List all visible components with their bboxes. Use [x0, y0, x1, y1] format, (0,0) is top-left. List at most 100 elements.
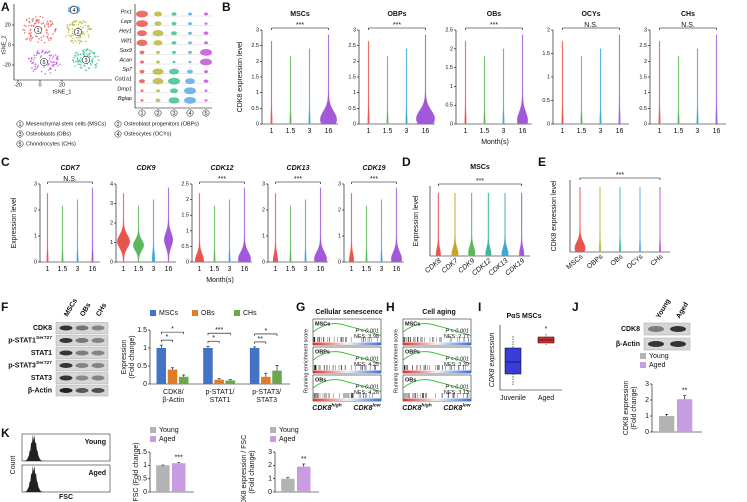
violin [156, 89, 160, 93]
cell-point [81, 61, 83, 64]
cell-point [37, 21, 40, 24]
blot-label: p-STAT3Ser727 [8, 360, 52, 369]
cell-point [71, 21, 74, 24]
cell-point [35, 16, 37, 18]
legend-swatch [640, 353, 646, 359]
y-tick-label: 1 [645, 413, 649, 420]
cell-point [72, 34, 75, 36]
cell-point [79, 66, 82, 69]
cell-point [52, 55, 55, 57]
y-tick-label: 0 [353, 121, 356, 127]
gene-label: Prx1 [121, 9, 132, 15]
rank-gradient [313, 342, 381, 345]
cell-point [30, 38, 33, 40]
gene-label: Col1a1 [115, 77, 132, 83]
cell-point [69, 40, 72, 43]
rank-gradient [403, 342, 471, 345]
cluster-marker [170, 109, 178, 117]
nes-value: NES: 2.77 [444, 334, 469, 340]
y-tick-label: 2.5 [181, 181, 189, 187]
band [91, 363, 105, 368]
violin [139, 79, 145, 84]
band [75, 388, 89, 393]
violin [618, 34, 621, 125]
blot-label: CDK8 [33, 325, 52, 332]
x-label-high-main: CDK8 [312, 405, 331, 412]
x-label-low: CDK8low [353, 403, 381, 412]
y-axis-title: CDK8 expression [623, 381, 630, 436]
cell-point [40, 39, 43, 41]
violin [464, 41, 467, 125]
x-tick-label: 16 [325, 128, 333, 135]
cell-point [73, 21, 76, 23]
enrichment-curve [312, 323, 382, 337]
cell-point [78, 59, 80, 61]
x-tick-label: 3 [304, 266, 308, 273]
cell-point [80, 59, 82, 61]
violin [169, 68, 179, 75]
cell-point [69, 24, 71, 27]
cell-point [91, 51, 94, 54]
cell-point [87, 54, 89, 57]
violin [658, 41, 661, 125]
x-label-high-sup: high [331, 403, 341, 409]
cell-point [48, 58, 51, 60]
y-tick-label: 0 [547, 121, 550, 127]
cell-point [76, 58, 79, 61]
cell-point [67, 31, 69, 33]
x-tick-label: 16 [713, 128, 721, 135]
x-tick-label: CDK8 [424, 258, 443, 275]
cell-point [93, 52, 95, 55]
legend-swatch [150, 436, 156, 442]
violin [153, 40, 163, 46]
cell-point [47, 64, 49, 66]
violin [140, 99, 144, 102]
plot-title: OCYs [581, 11, 600, 18]
violin [133, 205, 144, 263]
cell-point [47, 22, 50, 24]
cell-point [43, 66, 46, 68]
cell-point [84, 69, 87, 72]
violin [140, 60, 144, 64]
cell-point [76, 60, 79, 62]
gene-label: Lepr [121, 19, 133, 25]
violin [386, 56, 389, 125]
cluster-marker [202, 109, 210, 117]
violin [152, 68, 164, 75]
y-tick-label: 0 [143, 489, 147, 496]
nes-value: NES: 3.98 [354, 334, 379, 340]
blot [55, 372, 109, 384]
cell-point [32, 20, 34, 23]
cell-point [68, 29, 70, 32]
plot-title: OBs [487, 11, 502, 18]
y-tick-label: 1 [34, 233, 37, 239]
band [670, 341, 686, 347]
cell-point [44, 52, 47, 54]
y-tick-label: 1 [644, 90, 647, 96]
x-tick-label: OBs [610, 253, 625, 267]
x-tick-label: 1.5 [58, 266, 68, 273]
violin [228, 199, 231, 263]
cluster-id: 3 [84, 58, 87, 64]
cell-point [86, 53, 88, 55]
sig-label: ** [301, 456, 307, 463]
cell-point [97, 59, 100, 61]
panel-label: B [222, 0, 231, 14]
band [59, 363, 73, 368]
cell-point [52, 33, 54, 35]
cluster-marker [138, 109, 146, 117]
cell-point [90, 64, 92, 66]
legend-swatch [270, 427, 276, 433]
blot [55, 347, 109, 359]
legend-label: Mesenchymal stem cells (MSCs) [26, 121, 106, 127]
y-tick-label: 0.5 [251, 106, 259, 112]
plot-title: MSCs [290, 11, 310, 18]
cell-point [47, 33, 49, 35]
cell-point [86, 30, 88, 33]
cell-point [57, 64, 59, 67]
x-label-low-sup: low [462, 403, 471, 409]
band [91, 338, 105, 343]
violin [204, 70, 208, 74]
cell-point [68, 10, 71, 12]
